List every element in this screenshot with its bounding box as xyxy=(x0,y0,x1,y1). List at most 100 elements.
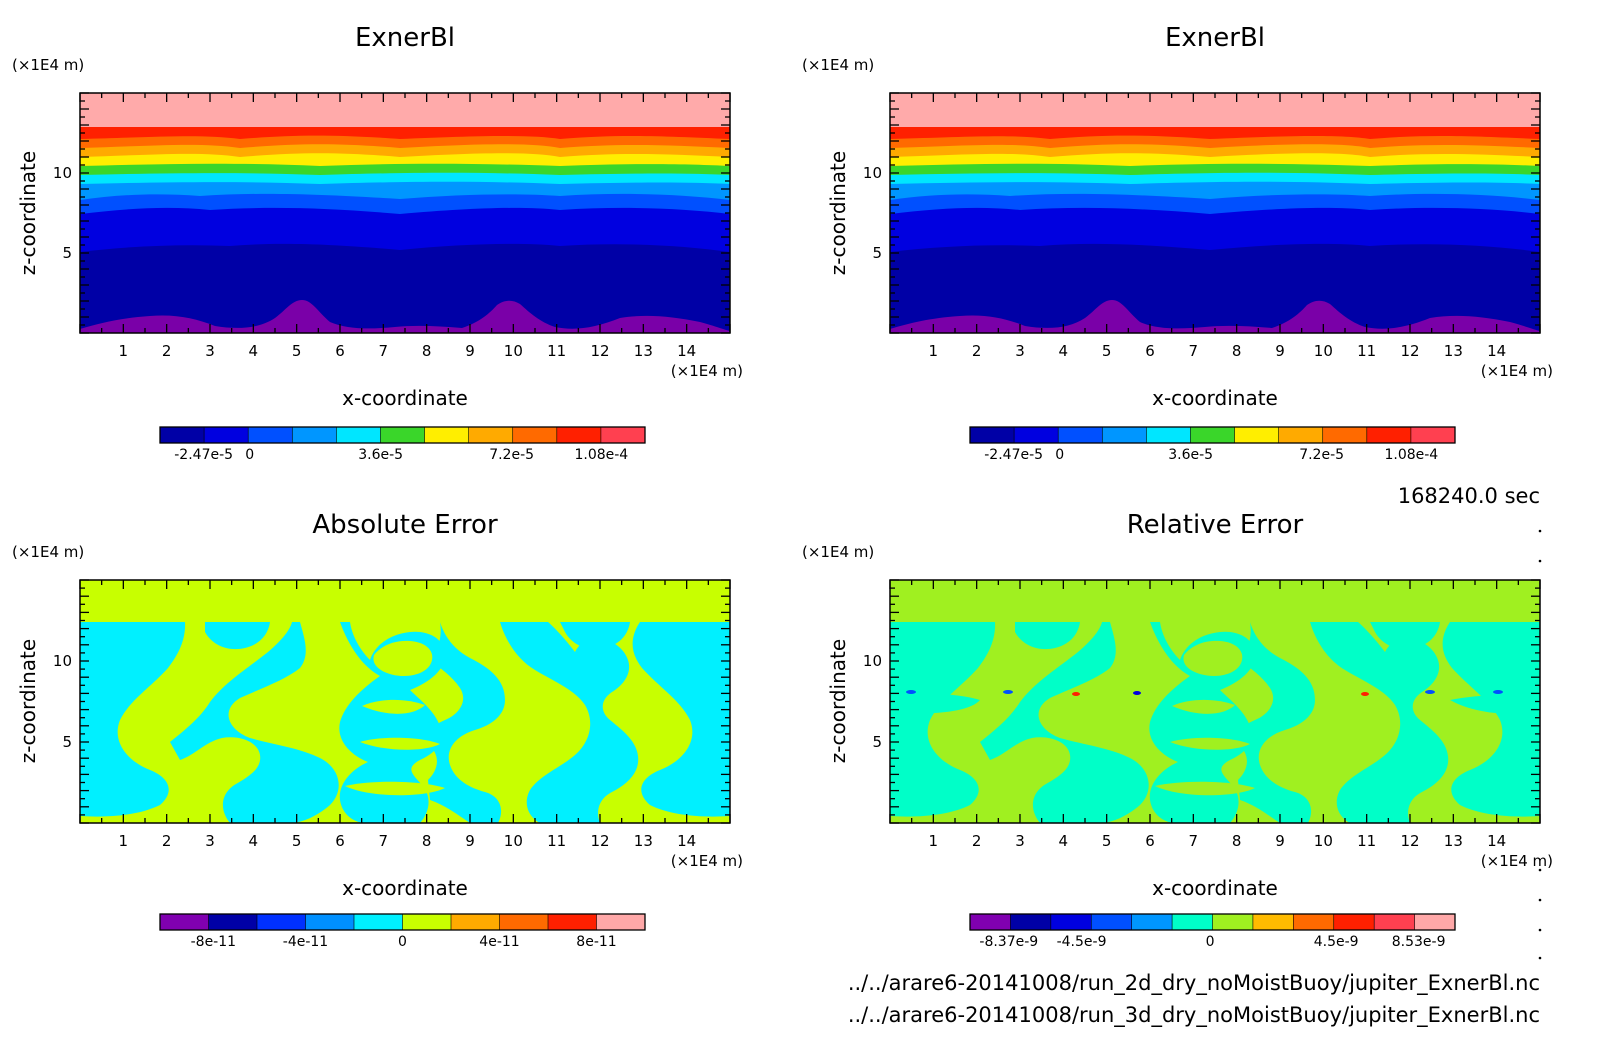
dot xyxy=(1538,956,1542,960)
colorbar-swatch xyxy=(512,427,558,443)
colorbar-tick-label: 0 xyxy=(1055,447,1064,463)
y-tick-label: 10 xyxy=(863,652,882,670)
x-tick-label: 1 xyxy=(929,342,939,360)
x-tick-label: 7 xyxy=(379,832,389,850)
x-tick-label: 5 xyxy=(292,832,302,850)
colorbar-tick-label: 7.2e-5 xyxy=(489,447,534,463)
x-tick-label: 9 xyxy=(1275,832,1285,850)
x-tick-label: 11 xyxy=(547,832,566,850)
colorbar-swatch xyxy=(970,427,1015,443)
speck xyxy=(1003,690,1013,694)
x-tick-label: 5 xyxy=(1102,832,1112,850)
y-tick-label: 10 xyxy=(53,164,72,182)
x-tick-label: 4 xyxy=(1059,832,1069,850)
tick-marks xyxy=(889,92,1541,334)
tick-marks xyxy=(889,579,1541,824)
x-tick-label: 7 xyxy=(379,342,389,360)
colorbar-swatch xyxy=(248,427,293,443)
region xyxy=(1172,699,1235,714)
region xyxy=(1238,622,1315,823)
colorbar-tick-label: 3.6e-5 xyxy=(1168,447,1213,463)
x-tick-label: 5 xyxy=(292,342,302,360)
x-tick-label: 4 xyxy=(249,832,259,850)
x-tick-label: 1 xyxy=(119,832,129,850)
x-unit-label: (×1E4 m) xyxy=(671,362,743,380)
colorbar-swatch xyxy=(380,427,426,443)
contour-field xyxy=(80,580,730,823)
panel-title: ExnerBl xyxy=(1165,23,1265,53)
x-tick-label: 9 xyxy=(465,832,475,850)
x-tick-label: 9 xyxy=(1275,342,1285,360)
x-tick-label: 2 xyxy=(162,832,172,850)
colorbar-tick-label: 4e-11 xyxy=(479,934,519,950)
band-dark-blue xyxy=(80,243,730,333)
colorbar-swatch xyxy=(1366,427,1412,443)
x-tick-label: 7 xyxy=(1189,342,1199,360)
dot xyxy=(1538,928,1542,932)
region xyxy=(362,699,425,714)
y-tick-label: 5 xyxy=(872,733,882,751)
x-tick-label: 3 xyxy=(205,832,215,850)
colorbar-swatch xyxy=(424,427,470,443)
colorbar-swatch xyxy=(160,427,205,443)
colorbar-swatch xyxy=(292,427,337,443)
colorbar-swatch xyxy=(556,427,602,443)
x-tick-label: 13 xyxy=(634,342,653,360)
colorbar-swatch xyxy=(1014,427,1059,443)
colorbar-swatch xyxy=(257,914,306,930)
y-tick-label: 5 xyxy=(62,244,72,262)
colorbar-swatch xyxy=(499,914,549,930)
x-tick-label: 8 xyxy=(1232,342,1242,360)
region xyxy=(500,622,639,823)
colorbar-swatch xyxy=(1374,914,1416,930)
colorbar-swatch xyxy=(600,427,646,443)
region xyxy=(1015,622,1080,650)
y-unit-label: (×1E4 m) xyxy=(12,543,84,561)
y-axis-label: z-coordinate xyxy=(826,639,850,763)
band-dark-blue xyxy=(890,243,1540,333)
colorbar: -8.37e-9 -4.5e-9 0 4.5e-9 8.53e-9 xyxy=(969,913,1456,950)
colorbar-tick-label: -2.47e-5 xyxy=(174,447,233,463)
x-tick-label: 9 xyxy=(465,342,475,360)
region xyxy=(80,622,186,817)
x-tick-label: 13 xyxy=(1444,342,1463,360)
panel-exnerbl-right: ExnerBl (×1E4 m) 1 2 3 4 5 6 7 8 9 10 11 12 13 14 510… xyxy=(802,23,1553,463)
x-tick-label: 2 xyxy=(972,832,982,850)
colorbar-swatch xyxy=(1146,427,1191,443)
x-tick-label: 12 xyxy=(590,342,609,360)
colorbar-swatch xyxy=(1278,427,1324,443)
colorbar-tick-label: -8.37e-9 xyxy=(979,934,1038,950)
region xyxy=(1442,622,1540,817)
x-tick-label: 6 xyxy=(1145,832,1155,850)
time-stamp: 168240.0 sec xyxy=(1398,484,1540,508)
colorbar-swatch xyxy=(1333,914,1375,930)
colorbar-swatch xyxy=(1131,914,1173,930)
x-tick-label: 8 xyxy=(422,342,432,360)
x-tick-label: 10 xyxy=(504,832,523,850)
region xyxy=(890,622,996,817)
colorbar-tick-label: 1.08e-4 xyxy=(574,447,628,463)
dot-separators xyxy=(1538,529,1542,960)
x-axis-label: x-coordinate xyxy=(1152,876,1278,900)
x-tick-label: 12 xyxy=(590,832,609,850)
x-tick-label: 6 xyxy=(1145,342,1155,360)
dot xyxy=(1538,898,1542,902)
x-unit-label: (×1E4 m) xyxy=(1481,362,1553,380)
colorbar-swatch xyxy=(1058,427,1103,443)
colorbar-tick-label: -4.5e-9 xyxy=(1057,934,1107,950)
x-tick-label: 4 xyxy=(1059,342,1069,360)
source-file-3d: ../../arare6-20141008/run_3d_dry_noMoist… xyxy=(848,1003,1540,1028)
x-tick-label: 7 xyxy=(1189,832,1199,850)
colorbar-swatch xyxy=(1190,427,1236,443)
colorbar-tick-label: -8e-11 xyxy=(191,934,236,950)
contour-field xyxy=(80,93,730,333)
colorbar-tick-label: 7.2e-5 xyxy=(1299,447,1344,463)
region xyxy=(1183,640,1243,676)
cyan-regions xyxy=(80,622,730,823)
colorbar-swatch xyxy=(1091,914,1133,930)
panel-exnerbl-left: ExnerBl (×1E4 m) 1 2 3 4 5 6 7 8 9 10 11 12 13 14 510… xyxy=(12,23,743,463)
colorbar-swatch xyxy=(1234,427,1280,443)
colorbar-frame xyxy=(969,426,1456,444)
region xyxy=(1170,737,1250,750)
